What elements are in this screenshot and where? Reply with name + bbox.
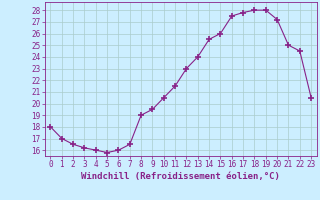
X-axis label: Windchill (Refroidissement éolien,°C): Windchill (Refroidissement éolien,°C) bbox=[81, 172, 280, 181]
